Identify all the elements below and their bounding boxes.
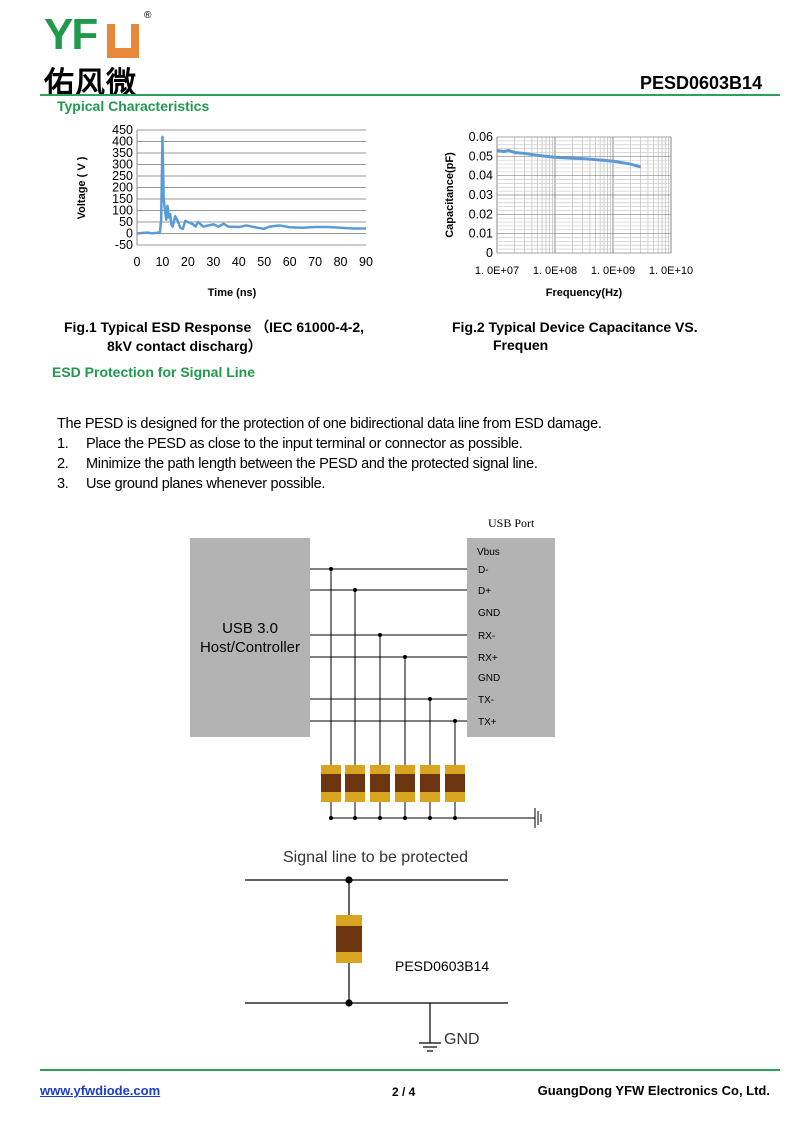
item-2-num: 2. — [57, 456, 69, 472]
x-tick-label: 1. 0E+07 — [475, 265, 519, 277]
junction-dot — [378, 633, 382, 637]
junction-dot — [345, 876, 353, 884]
section-title: Typical Characteristics — [57, 98, 210, 114]
y-tick-label: 0.05 — [469, 149, 493, 163]
pin-rx-plus: RX+ — [478, 653, 498, 664]
junction-dot — [453, 719, 457, 723]
item-2-text: Minimize the path length between the PES… — [86, 456, 538, 472]
x-tick-label: 40 — [232, 255, 246, 269]
fig2-caption-line1: Fig.2 Typical Device Capacitance VS. — [452, 319, 698, 335]
footer-rule — [40, 1069, 780, 1071]
item-3-num: 3. — [57, 476, 69, 492]
logo-u-mark — [107, 24, 139, 58]
pesd-device-body — [395, 774, 415, 792]
pin-vbus: Vbus — [477, 547, 500, 558]
signal-line-diagram: Signal line to be protected PESD0603B14 … — [245, 849, 508, 1052]
junction-dot — [428, 697, 432, 701]
y-tick-label: 150 — [112, 192, 133, 206]
junction-dot — [353, 588, 357, 592]
y-axis-label: Voltage ( V ) — [76, 156, 88, 219]
esd-intro: The PESD is designed for the protection … — [57, 416, 602, 432]
y-tick-label: 450 — [112, 123, 133, 137]
junction-dot — [345, 999, 353, 1007]
item-1-text: Place the PESD as close to the input ter… — [86, 436, 523, 452]
gnd-label: GND — [444, 1031, 480, 1048]
page-number: 2 / 4 — [392, 1085, 416, 1099]
logo-yf: YF — [44, 10, 98, 59]
x-axis-label: Time (ns) — [208, 287, 257, 299]
junction-dot — [329, 567, 333, 571]
pin-rx-minus: RX- — [478, 631, 495, 642]
pesd-device-body — [445, 774, 465, 792]
series-line — [136, 135, 366, 235]
x-tick-label: 0 — [134, 255, 141, 269]
esd-section-title: ESD Protection for Signal Line — [52, 364, 256, 380]
signal-line-title: Signal line to be protected — [283, 849, 468, 866]
pesd-device-body — [345, 774, 365, 792]
pesd-device-body — [420, 774, 440, 792]
header-rule — [40, 94, 780, 96]
y-tick-label: 300 — [112, 158, 133, 172]
pin-tx-plus: TX+ — [478, 717, 497, 728]
x-tick-label: 50 — [257, 255, 271, 269]
pin-gnd-2: GND — [478, 673, 500, 684]
x-tick-label: 70 — [308, 255, 322, 269]
y-tick-label: 100 — [112, 204, 133, 218]
ground-symbol-icon — [419, 1042, 441, 1052]
y-tick-label: 400 — [112, 135, 133, 149]
y-tick-label: 0.03 — [469, 188, 493, 202]
x-tick-label: 60 — [283, 255, 297, 269]
y-tick-label: 0.02 — [469, 207, 493, 221]
y-tick-label: 350 — [112, 146, 133, 160]
x-tick-label: 1. 0E+09 — [591, 265, 635, 277]
usb-protection-diagram: USB Port USB 3.0 Host/Controller Vbus D-… — [190, 516, 555, 828]
x-axis-label: Frequency(Hz) — [546, 287, 623, 299]
y-tick-label: 0.04 — [469, 169, 493, 183]
item-3-text: Use ground planes whenever possible. — [86, 476, 326, 492]
item-1-num: 1. — [57, 436, 69, 452]
y-tick-label: 0.06 — [469, 130, 493, 144]
x-tick-label: 30 — [206, 255, 220, 269]
series-line — [496, 149, 642, 169]
fig1-caption-line2: 8kV contact discharg） — [107, 338, 262, 354]
host-label-line2: Host/Controller — [200, 639, 300, 656]
device-label: PESD0603B14 — [395, 958, 489, 974]
y-tick-label: 50 — [119, 215, 133, 229]
fig2-caption-line2: Frequen — [493, 337, 549, 353]
x-tick-label: 90 — [359, 255, 373, 269]
pesd-device-body — [370, 774, 390, 792]
usb-wires — [310, 567, 542, 828]
pin-tx-minus: TX- — [478, 695, 494, 706]
y-tick-label: 0 — [126, 227, 133, 241]
y-tick-label: 0.01 — [469, 227, 493, 241]
company-name: GuangDong YFW Electronics Co, Ltd. — [537, 1083, 770, 1098]
junction-dot — [403, 655, 407, 659]
host-label-line1: USB 3.0 — [222, 620, 278, 637]
y-tick-label: 0 — [486, 246, 493, 260]
usb-port-box — [467, 538, 555, 737]
x-tick-label: 80 — [334, 255, 348, 269]
x-tick-label: 20 — [181, 255, 195, 269]
fig1-caption-line1: Fig.1 Typical ESD Response （IEC 61000-4-… — [64, 319, 365, 335]
x-tick-label: 1. 0E+08 — [533, 265, 577, 277]
pesd-device-icon — [336, 915, 362, 963]
pesd-device-body — [321, 774, 341, 792]
y-tick-label: -50 — [115, 238, 133, 252]
pin-gnd-1: GND — [478, 608, 500, 619]
x-tick-label: 10 — [155, 255, 169, 269]
registered-mark: ® — [144, 10, 152, 21]
y-axis-label: Capacitance(pF) — [444, 152, 456, 238]
pin-d-plus: D+ — [478, 586, 491, 597]
host-controller-box — [190, 538, 310, 737]
x-tick-label: 1. 0E+10 — [649, 265, 693, 277]
pin-d-minus: D- — [478, 565, 489, 576]
y-tick-label: 250 — [112, 169, 133, 183]
website-link[interactable]: www.yfwdiode.com — [40, 1083, 161, 1098]
y-tick-label: 200 — [112, 181, 133, 195]
part-number: PESD0603B14 — [640, 73, 763, 93]
usb-port-title: USB Port — [488, 516, 535, 530]
